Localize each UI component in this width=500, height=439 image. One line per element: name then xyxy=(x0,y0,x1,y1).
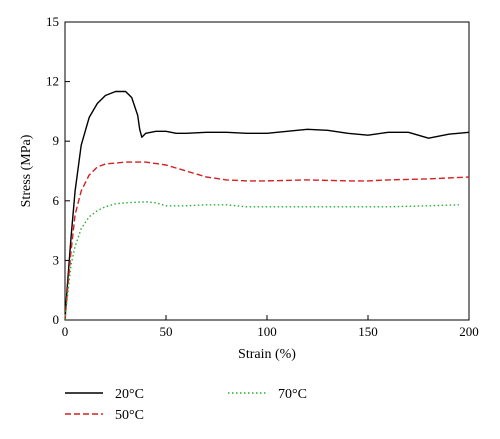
series-lines xyxy=(64,90,470,321)
series-line-3 xyxy=(64,201,459,321)
x-tick-label: 100 xyxy=(257,324,277,339)
y-tick-label: 3 xyxy=(53,252,60,267)
x-tick-label: 0 xyxy=(62,324,69,339)
x-tick-label: 200 xyxy=(459,324,479,339)
x-axis-label: Strain (%) xyxy=(238,347,296,362)
legend-label-3: 70°C xyxy=(278,387,307,402)
y-tick-label: 9 xyxy=(53,133,60,148)
y-axis-label: Stress (MPa) xyxy=(19,134,34,207)
series-line-2 xyxy=(64,161,470,321)
legend-label-1: 20°C xyxy=(115,387,144,402)
legend-label-2: 50°C xyxy=(115,408,144,423)
legend: 20°C 50°C 70°C xyxy=(65,387,307,423)
x-tick-label: 50 xyxy=(160,324,173,339)
y-tick-label: 15 xyxy=(46,14,59,29)
y-tick-label: 6 xyxy=(53,193,60,208)
plot-frame xyxy=(64,21,470,321)
axis-ticks: 0 50 100 150 200 0 3 6 9 12 15 xyxy=(46,14,479,339)
series-line-1 xyxy=(64,90,470,321)
x-tick-label: 150 xyxy=(358,324,378,339)
y-tick-label: 0 xyxy=(53,312,60,327)
y-tick-label: 12 xyxy=(46,74,59,89)
